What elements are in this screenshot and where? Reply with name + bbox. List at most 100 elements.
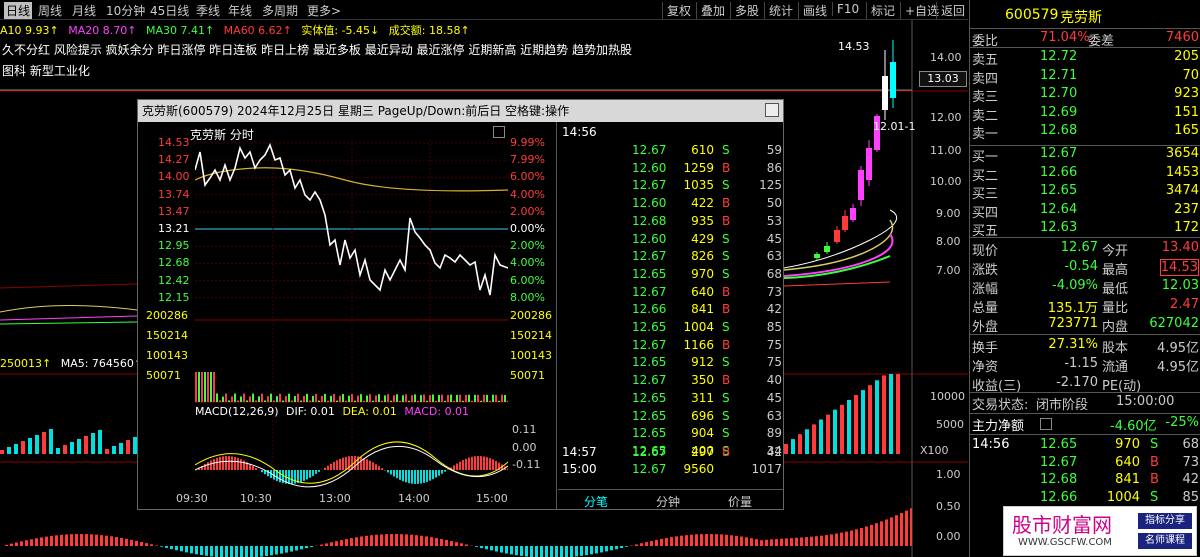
macd-axis-label: 0.00	[936, 530, 961, 543]
button-mark[interactable]: 标记	[866, 2, 895, 19]
master-course-button[interactable]: 名师课程	[1138, 533, 1192, 549]
kline-candles	[814, 40, 896, 260]
button-add-watchlist[interactable]: +自选	[900, 2, 939, 19]
tick-row: 12.66 1004 S 85	[1040, 489, 1199, 505]
intraday-vol-tick: 200286	[510, 309, 552, 322]
tick-row: 15:00 12.67 9560 1017	[562, 462, 782, 476]
intraday-price-tick: 12.15	[158, 290, 190, 304]
time-axis-label: 14:00	[398, 492, 430, 505]
order-book-row[interactable]: 卖一 12.68 165	[972, 123, 1199, 142]
tab-minutes[interactable]: 分钟	[656, 495, 681, 509]
time-axis-label: 15:00	[476, 492, 508, 505]
intraday-price-tick: 14.27	[158, 153, 190, 167]
tab-quarterly[interactable]: 季线	[196, 4, 221, 18]
button-back[interactable]: 返回	[936, 2, 965, 19]
site-watermark: 股市财富网 WWW.GSCFW.COM 指标分享 名师课程	[1003, 506, 1197, 556]
stock-name: 克劳斯	[1060, 10, 1102, 26]
tab-45day[interactable]: 45日线	[150, 4, 190, 18]
vol-axis-label: 10000	[930, 390, 965, 403]
intraday-price-tick: 14.53	[158, 136, 190, 149]
ma30-value: MA30 7.41↑	[145, 24, 215, 37]
tab-monthly[interactable]: 月线	[72, 4, 97, 18]
order-book-row[interactable]: 卖四 12.71 70	[972, 67, 1199, 87]
button-stats[interactable]: 统计	[764, 2, 793, 19]
intraday-pct-tick: 2.00%	[510, 239, 545, 253]
tab-more[interactable]: 更多>	[307, 4, 342, 18]
tab-daily[interactable]: 日线	[4, 2, 33, 19]
expand-icon[interactable]	[1040, 418, 1052, 430]
intraday-pct-tick: 9.99%	[510, 136, 545, 149]
tick-row: 12.68 935 B 53	[632, 213, 782, 228]
stat-row: 涨跌 -0.54 最高 14.53	[972, 259, 1199, 278]
ma10-value: A10 9.93↑	[0, 24, 59, 37]
order-book-row[interactable]: 卖二 12.69 151	[972, 104, 1199, 124]
popup-title[interactable]: 克劳斯(600579) 2024年12月25日 星期三 PageUp/Down:…	[138, 100, 783, 122]
button-f10[interactable]: F10	[832, 2, 859, 16]
chart-expand-button[interactable]	[493, 126, 505, 138]
watermark-url: WWW.GSCFW.COM	[1018, 537, 1112, 548]
main-force-row: 主力净额 -4.60亿 -25%	[972, 415, 1199, 434]
volume-macd-bars	[0, 374, 912, 557]
intraday-popup[interactable]: 克劳斯(600579) 2024年12月25日 星期三 PageUp/Down:…	[137, 99, 784, 510]
tick-row: 12.67 826 S 63	[632, 249, 782, 264]
intraday-pct-tick: 8.00%	[510, 290, 545, 304]
intraday-price-tick: 12.68	[158, 256, 190, 270]
tick-row: 12.65 400 S 34	[632, 443, 782, 458]
intraday-pct-tick: 6.00%	[510, 170, 545, 184]
intraday-pct-tick: 4.00%	[510, 187, 545, 201]
button-adjust[interactable]: 复权	[662, 2, 691, 19]
intraday-chart-label: 克劳斯 分时	[190, 128, 254, 142]
tick-row: 12.67 350 B 40	[632, 373, 782, 388]
ma-indicator-line: A10 9.93↑ MA20 8.70↑ MA30 7.41↑ MA60 6.6…	[0, 22, 476, 38]
industry-tags: 图科 新型工业化	[2, 64, 90, 78]
price-cursor-label: 13.03	[919, 71, 967, 87]
intraday-vol-tick: 50071	[146, 369, 181, 382]
tick-row: 12.67 1166 B 75	[632, 337, 782, 352]
ma20-value: MA20 8.70↑	[68, 24, 137, 37]
tick-row: 12.67 640 B 73	[632, 284, 782, 299]
share-indicator-button[interactable]: 指标分享	[1138, 513, 1192, 529]
realbody-value: 实体值: -5.45↓	[301, 24, 380, 37]
macd-axis: 0.11	[512, 423, 537, 436]
button-draw[interactable]: 画线	[798, 2, 827, 19]
kline-low-marker: 12.01-1	[873, 120, 916, 133]
tick-row: 12.67 1035 S 125	[632, 178, 782, 193]
macd-axis: 0.00	[512, 441, 537, 454]
order-book-row[interactable]: 买三 12.65 3474	[972, 183, 1199, 202]
stat-row: 涨幅 -4.09% 最低 12.03	[972, 278, 1199, 297]
trade-status-row: 交易状态: 闭市阶段 15:00:00	[972, 394, 1175, 413]
tab-ticks[interactable]: 分笔	[584, 495, 609, 509]
vol-axis-unit: X100	[920, 444, 949, 457]
tick-row: 12.68 841 B 42	[1040, 472, 1199, 487]
order-book-row[interactable]: 买四 12.64 237	[972, 201, 1199, 221]
order-book-row[interactable]: 买一 12.67 3654	[972, 146, 1199, 165]
price-axis-label: 14.00	[930, 51, 962, 64]
tick-row: 12.66 841 B 42	[632, 302, 782, 317]
tick-row: 12.60 1259 B 86	[632, 160, 782, 175]
time-axis-label: 10:30	[240, 492, 272, 505]
tab-multi-period[interactable]: 多周期	[262, 4, 299, 18]
popup-close-button[interactable]	[765, 103, 779, 117]
stat-row: 净资 -1.15 流通 4.95亿	[972, 356, 1199, 375]
tick-row: 12.65 1004 S 85	[632, 320, 782, 334]
stat-row: 换手 27.31% 股本 4.95亿	[972, 337, 1199, 356]
intraday-pct-tick: 0.00%	[510, 222, 545, 235]
price-axis-label: 12.00	[930, 111, 962, 124]
tab-weekly[interactable]: 周线	[38, 4, 63, 18]
button-overlay[interactable]: 叠加	[696, 2, 725, 19]
intraday-pct-tick: 4.00%	[510, 256, 545, 270]
order-book-row[interactable]: 买五 12.63 172	[972, 220, 1199, 239]
price-axis-label: 10.00	[930, 175, 962, 188]
tab-yearly[interactable]: 年线	[228, 4, 253, 18]
order-book-row[interactable]: 买二 12.66 1453	[972, 164, 1199, 184]
order-book-row[interactable]: 卖三 12.70 923	[972, 86, 1199, 105]
tab-10min[interactable]: 10分钟	[106, 4, 146, 18]
intraday-chart[interactable]	[195, 140, 508, 492]
intraday-vol-tick: 100143	[510, 349, 552, 362]
stat-row: 总量 135.1万 量比 2.47	[972, 297, 1199, 316]
order-book-row[interactable]: 卖五 12.72 205	[972, 49, 1199, 68]
intraday-pct-tick: 7.99%	[510, 153, 545, 167]
macd-axis: -0.11	[512, 458, 541, 471]
button-multi-stock[interactable]: 多股	[730, 2, 759, 19]
tab-price-volume[interactable]: 价量	[728, 495, 753, 509]
